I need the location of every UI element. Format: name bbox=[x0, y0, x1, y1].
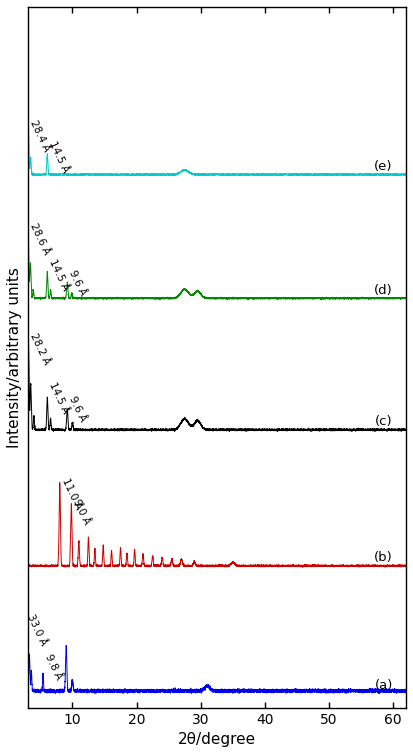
Text: (e): (e) bbox=[374, 161, 393, 173]
Text: 9.0 Å: 9.0 Å bbox=[71, 498, 92, 526]
Text: 14.5 Å: 14.5 Å bbox=[47, 258, 71, 292]
Text: 14.5 Å: 14.5 Å bbox=[47, 140, 71, 174]
Y-axis label: Intensity/arbitrary units: Intensity/arbitrary units bbox=[7, 267, 22, 448]
Text: 28.4 Å: 28.4 Å bbox=[28, 119, 52, 154]
Text: (d): (d) bbox=[374, 284, 393, 296]
Text: 28.6 Å: 28.6 Å bbox=[28, 222, 51, 256]
X-axis label: 2θ/degree: 2θ/degree bbox=[178, 732, 256, 747]
Text: 33.0 Å: 33.0 Å bbox=[26, 613, 49, 647]
Text: 28.2 Å: 28.2 Å bbox=[28, 332, 52, 366]
Text: 9.8 Å: 9.8 Å bbox=[43, 652, 64, 681]
Text: 11.0 Å: 11.0 Å bbox=[60, 477, 83, 511]
Text: 9.6 Å: 9.6 Å bbox=[67, 394, 88, 423]
Text: (c): (c) bbox=[375, 415, 392, 428]
Text: 14.5 Å: 14.5 Å bbox=[47, 381, 71, 415]
Text: (a): (a) bbox=[375, 679, 393, 691]
Text: (b): (b) bbox=[374, 551, 393, 564]
Text: 9.6 Å: 9.6 Å bbox=[67, 269, 88, 298]
